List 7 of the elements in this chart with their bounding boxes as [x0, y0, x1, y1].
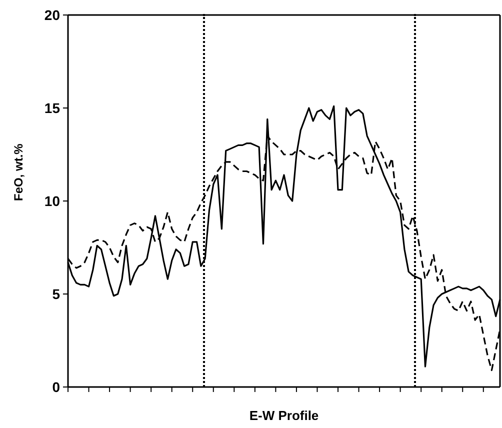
x-axis-title: E-W Profile: [249, 408, 319, 423]
y-tick-label: 20: [44, 6, 60, 23]
y-tick-label: 0: [52, 378, 60, 395]
y-tick-label: 15: [44, 100, 60, 116]
y-tick-label: 10: [44, 192, 60, 209]
y-axis-title: FeO, wt.%: [11, 143, 26, 201]
y-tick-label: 5: [52, 286, 60, 302]
